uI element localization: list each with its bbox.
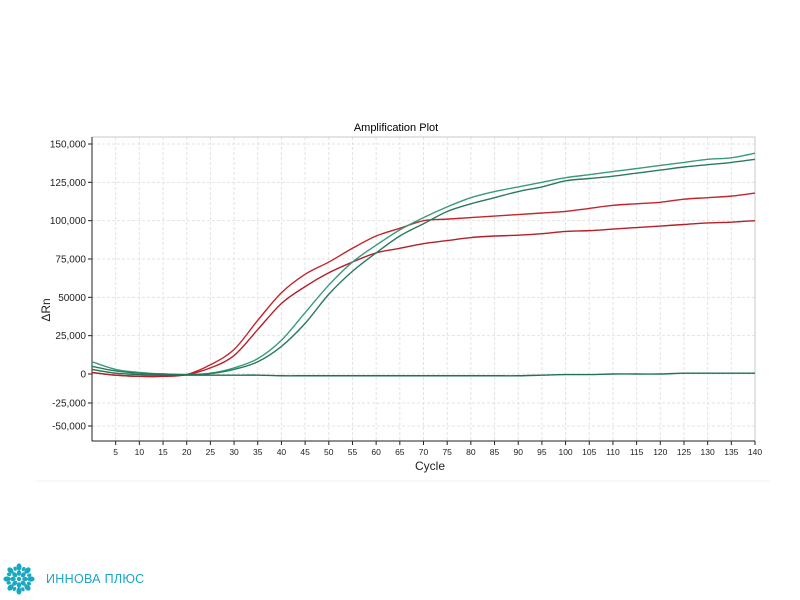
x-tick-label: 45 — [300, 447, 310, 457]
x-tick-label: 60 — [371, 447, 381, 457]
y-tick-label: 0 — [80, 370, 86, 381]
x-tick-label: 35 — [253, 447, 263, 457]
y-tick-label: -50,000 — [52, 422, 86, 433]
y-tick-label: 100,000 — [50, 216, 87, 227]
x-tick-label: 65 — [395, 447, 405, 457]
brand-name: ИННОВА ПЛЮС — [46, 572, 145, 586]
series-line — [91, 368, 755, 377]
y-axis-label: ΔRn — [39, 298, 53, 321]
brand-logo: ИННОВА ПЛЮС — [2, 562, 145, 596]
y-tick-label: 25,000 — [55, 331, 86, 342]
x-tick-label: 30 — [229, 447, 239, 457]
x-tick-label: 10 — [135, 447, 145, 457]
x-tick-label: 55 — [348, 447, 358, 457]
x-tick-label: 135 — [724, 447, 738, 457]
x-tick-label: 95 — [537, 447, 547, 457]
x-axis-ticks: 5 10 15 20 25 30 35 40 45 50 55 60 65 70 75 80 85 90 95 100… — [113, 441, 762, 457]
y-tick-label: 75,000 — [55, 255, 86, 266]
x-tick-label: 105 — [582, 447, 596, 457]
x-tick-label: 125 — [677, 447, 691, 457]
x-tick-label: 120 — [653, 447, 667, 457]
y-axis-ticks: 150,000 125,000 100,000 75,000 50000 25,000 0 -… — [50, 140, 92, 433]
snowflake-logo-icon — [3, 563, 35, 595]
x-tick-label: 25 — [206, 447, 216, 457]
gridlines — [92, 137, 756, 441]
x-tick-label: 80 — [466, 447, 476, 457]
x-tick-label: 20 — [182, 447, 192, 457]
x-tick-label: 75 — [442, 447, 452, 457]
x-tick-label: 115 — [630, 447, 644, 457]
x-tick-label: 40 — [277, 447, 287, 457]
y-tick-label: 150,000 — [50, 140, 87, 151]
x-tick-label: 85 — [490, 447, 500, 457]
x-tick-label: 100 — [558, 447, 572, 457]
y-tick-label: 125,000 — [50, 178, 87, 189]
x-tick-label: 110 — [606, 447, 620, 457]
y-tick-label: 50000 — [58, 293, 86, 304]
series-line — [91, 158, 756, 376]
x-tick-label: 130 — [701, 447, 715, 457]
x-tick-label: 5 — [113, 447, 118, 457]
chart-title: Amplification Plot — [354, 122, 438, 134]
series-lines — [91, 152, 756, 378]
x-tick-label: 70 — [419, 447, 429, 457]
y-tick-label: -25,000 — [52, 399, 86, 410]
series-line — [91, 192, 756, 378]
x-tick-label: 50 — [324, 447, 334, 457]
x-axis-label: Cycle — [415, 459, 445, 473]
x-tick-label: 140 — [748, 447, 762, 457]
x-tick-label: 15 — [158, 447, 168, 457]
x-tick-label: 90 — [513, 447, 523, 457]
series-line — [91, 219, 756, 378]
